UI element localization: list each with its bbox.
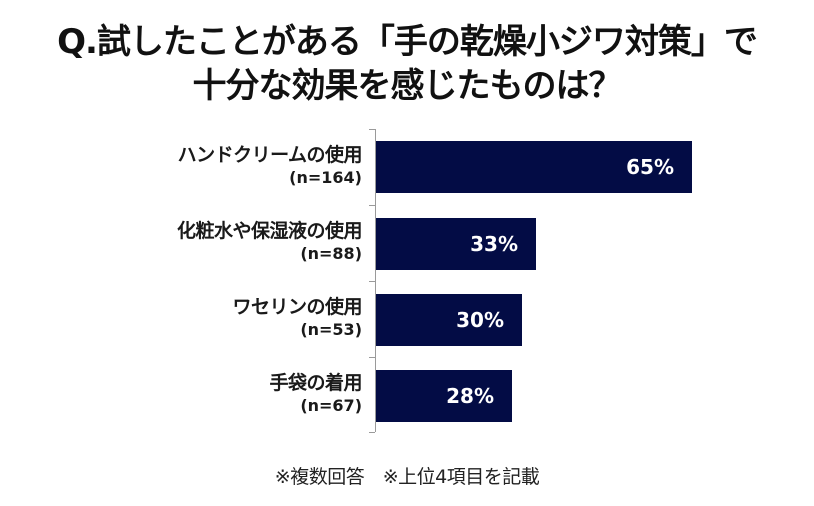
sample-size: (n=88) (300, 244, 362, 263)
chart-title-line-2: 十分な効果を感じたものは？ (192, 66, 623, 106)
chart-title-line-1: Q.試したことがある「手の乾燥小ジワ対策」で (57, 22, 758, 62)
category-label: 化粧水や保湿液の使用 (n=88) (62, 219, 363, 265)
footnote: ※複数回答 ※上位4項目を記載 (274, 466, 540, 488)
axis-tick (369, 432, 375, 433)
axis-tick (369, 129, 375, 130)
bar-vaseline: 30% (376, 294, 522, 346)
axis-tick (369, 357, 375, 358)
bar-gloves: 28% (376, 370, 512, 422)
category-label: ハンドクリームの使用 (n=164) (62, 143, 363, 189)
axis-tick (369, 281, 375, 282)
sample-size: (n=53) (300, 320, 362, 339)
bar-value-label: 33% (470, 232, 518, 256)
category-axis (375, 129, 376, 432)
bar-value-label: 65% (626, 155, 674, 179)
category-name: 化粧水や保湿液の使用 (176, 220, 363, 242)
bar-hand-cream: 65% (376, 141, 692, 193)
bar-value-label: 28% (446, 384, 494, 408)
category-name: 手袋の着用 (269, 372, 362, 394)
category-name: ハンドクリームの使用 (177, 144, 363, 166)
category-name: ワセリンの使用 (232, 296, 362, 318)
bar-value-label: 30% (456, 308, 504, 332)
category-label: 手袋の着用 (n=67) (62, 371, 362, 417)
axis-tick (369, 205, 375, 206)
bar-lotion: 33% (376, 218, 536, 270)
sample-size: (n=164) (289, 168, 362, 187)
category-label: ワセリンの使用 (n=53) (62, 295, 362, 341)
sample-size: (n=67) (300, 396, 362, 415)
